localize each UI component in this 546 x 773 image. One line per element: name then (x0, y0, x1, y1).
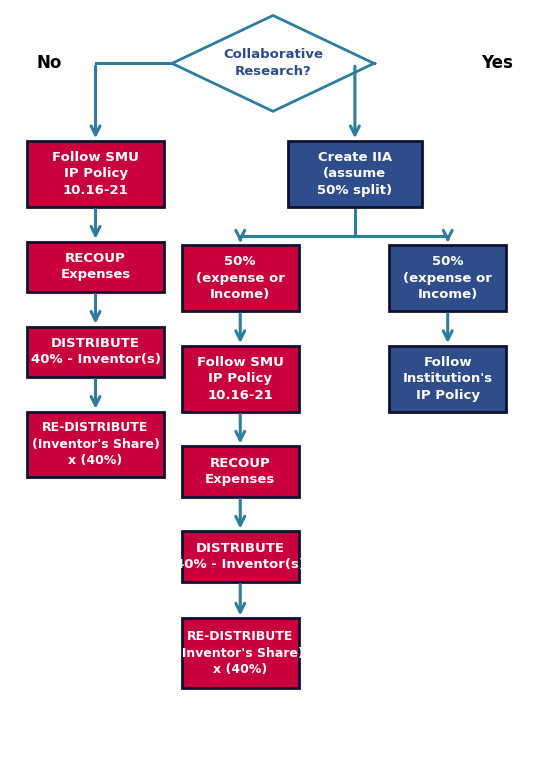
FancyBboxPatch shape (27, 141, 164, 206)
FancyBboxPatch shape (181, 446, 299, 496)
Text: Follow
Institution's
IP Policy: Follow Institution's IP Policy (402, 356, 493, 402)
FancyBboxPatch shape (181, 532, 299, 581)
FancyBboxPatch shape (27, 411, 164, 477)
Text: RE-DISTRIBUTE
(Inventor's Share)
x (40%): RE-DISTRIBUTE (Inventor's Share) x (40%) (176, 630, 304, 676)
Text: DISTRIBUTE
40% - Inventor(s): DISTRIBUTE 40% - Inventor(s) (31, 337, 161, 366)
Text: Create IIA
(assume
50% split): Create IIA (assume 50% split) (317, 151, 393, 197)
Text: Yes: Yes (481, 54, 513, 73)
Text: Follow SMU
IP Policy
10.16-21: Follow SMU IP Policy 10.16-21 (52, 151, 139, 197)
Text: No: No (37, 54, 62, 73)
FancyBboxPatch shape (181, 618, 299, 688)
FancyBboxPatch shape (181, 246, 299, 311)
Text: 50%
(expense or
Income): 50% (expense or Income) (196, 255, 284, 301)
FancyBboxPatch shape (27, 241, 164, 291)
FancyBboxPatch shape (389, 246, 506, 311)
FancyBboxPatch shape (27, 326, 164, 376)
Text: Follow SMU
IP Policy
10.16-21: Follow SMU IP Policy 10.16-21 (197, 356, 284, 402)
Polygon shape (172, 15, 374, 111)
Text: 50%
(expense or
Income): 50% (expense or Income) (403, 255, 492, 301)
FancyBboxPatch shape (181, 346, 299, 411)
Text: Collaborative
Research?: Collaborative Research? (223, 49, 323, 78)
Text: RECOUP
Expenses: RECOUP Expenses (61, 252, 130, 281)
Text: DISTRIBUTE
40% - Inventor(s): DISTRIBUTE 40% - Inventor(s) (175, 542, 305, 571)
Text: RE-DISTRIBUTE
(Inventor's Share)
x (40%): RE-DISTRIBUTE (Inventor's Share) x (40%) (32, 421, 159, 468)
FancyBboxPatch shape (288, 141, 422, 206)
Text: RECOUP
Expenses: RECOUP Expenses (205, 457, 275, 486)
FancyBboxPatch shape (389, 346, 506, 411)
